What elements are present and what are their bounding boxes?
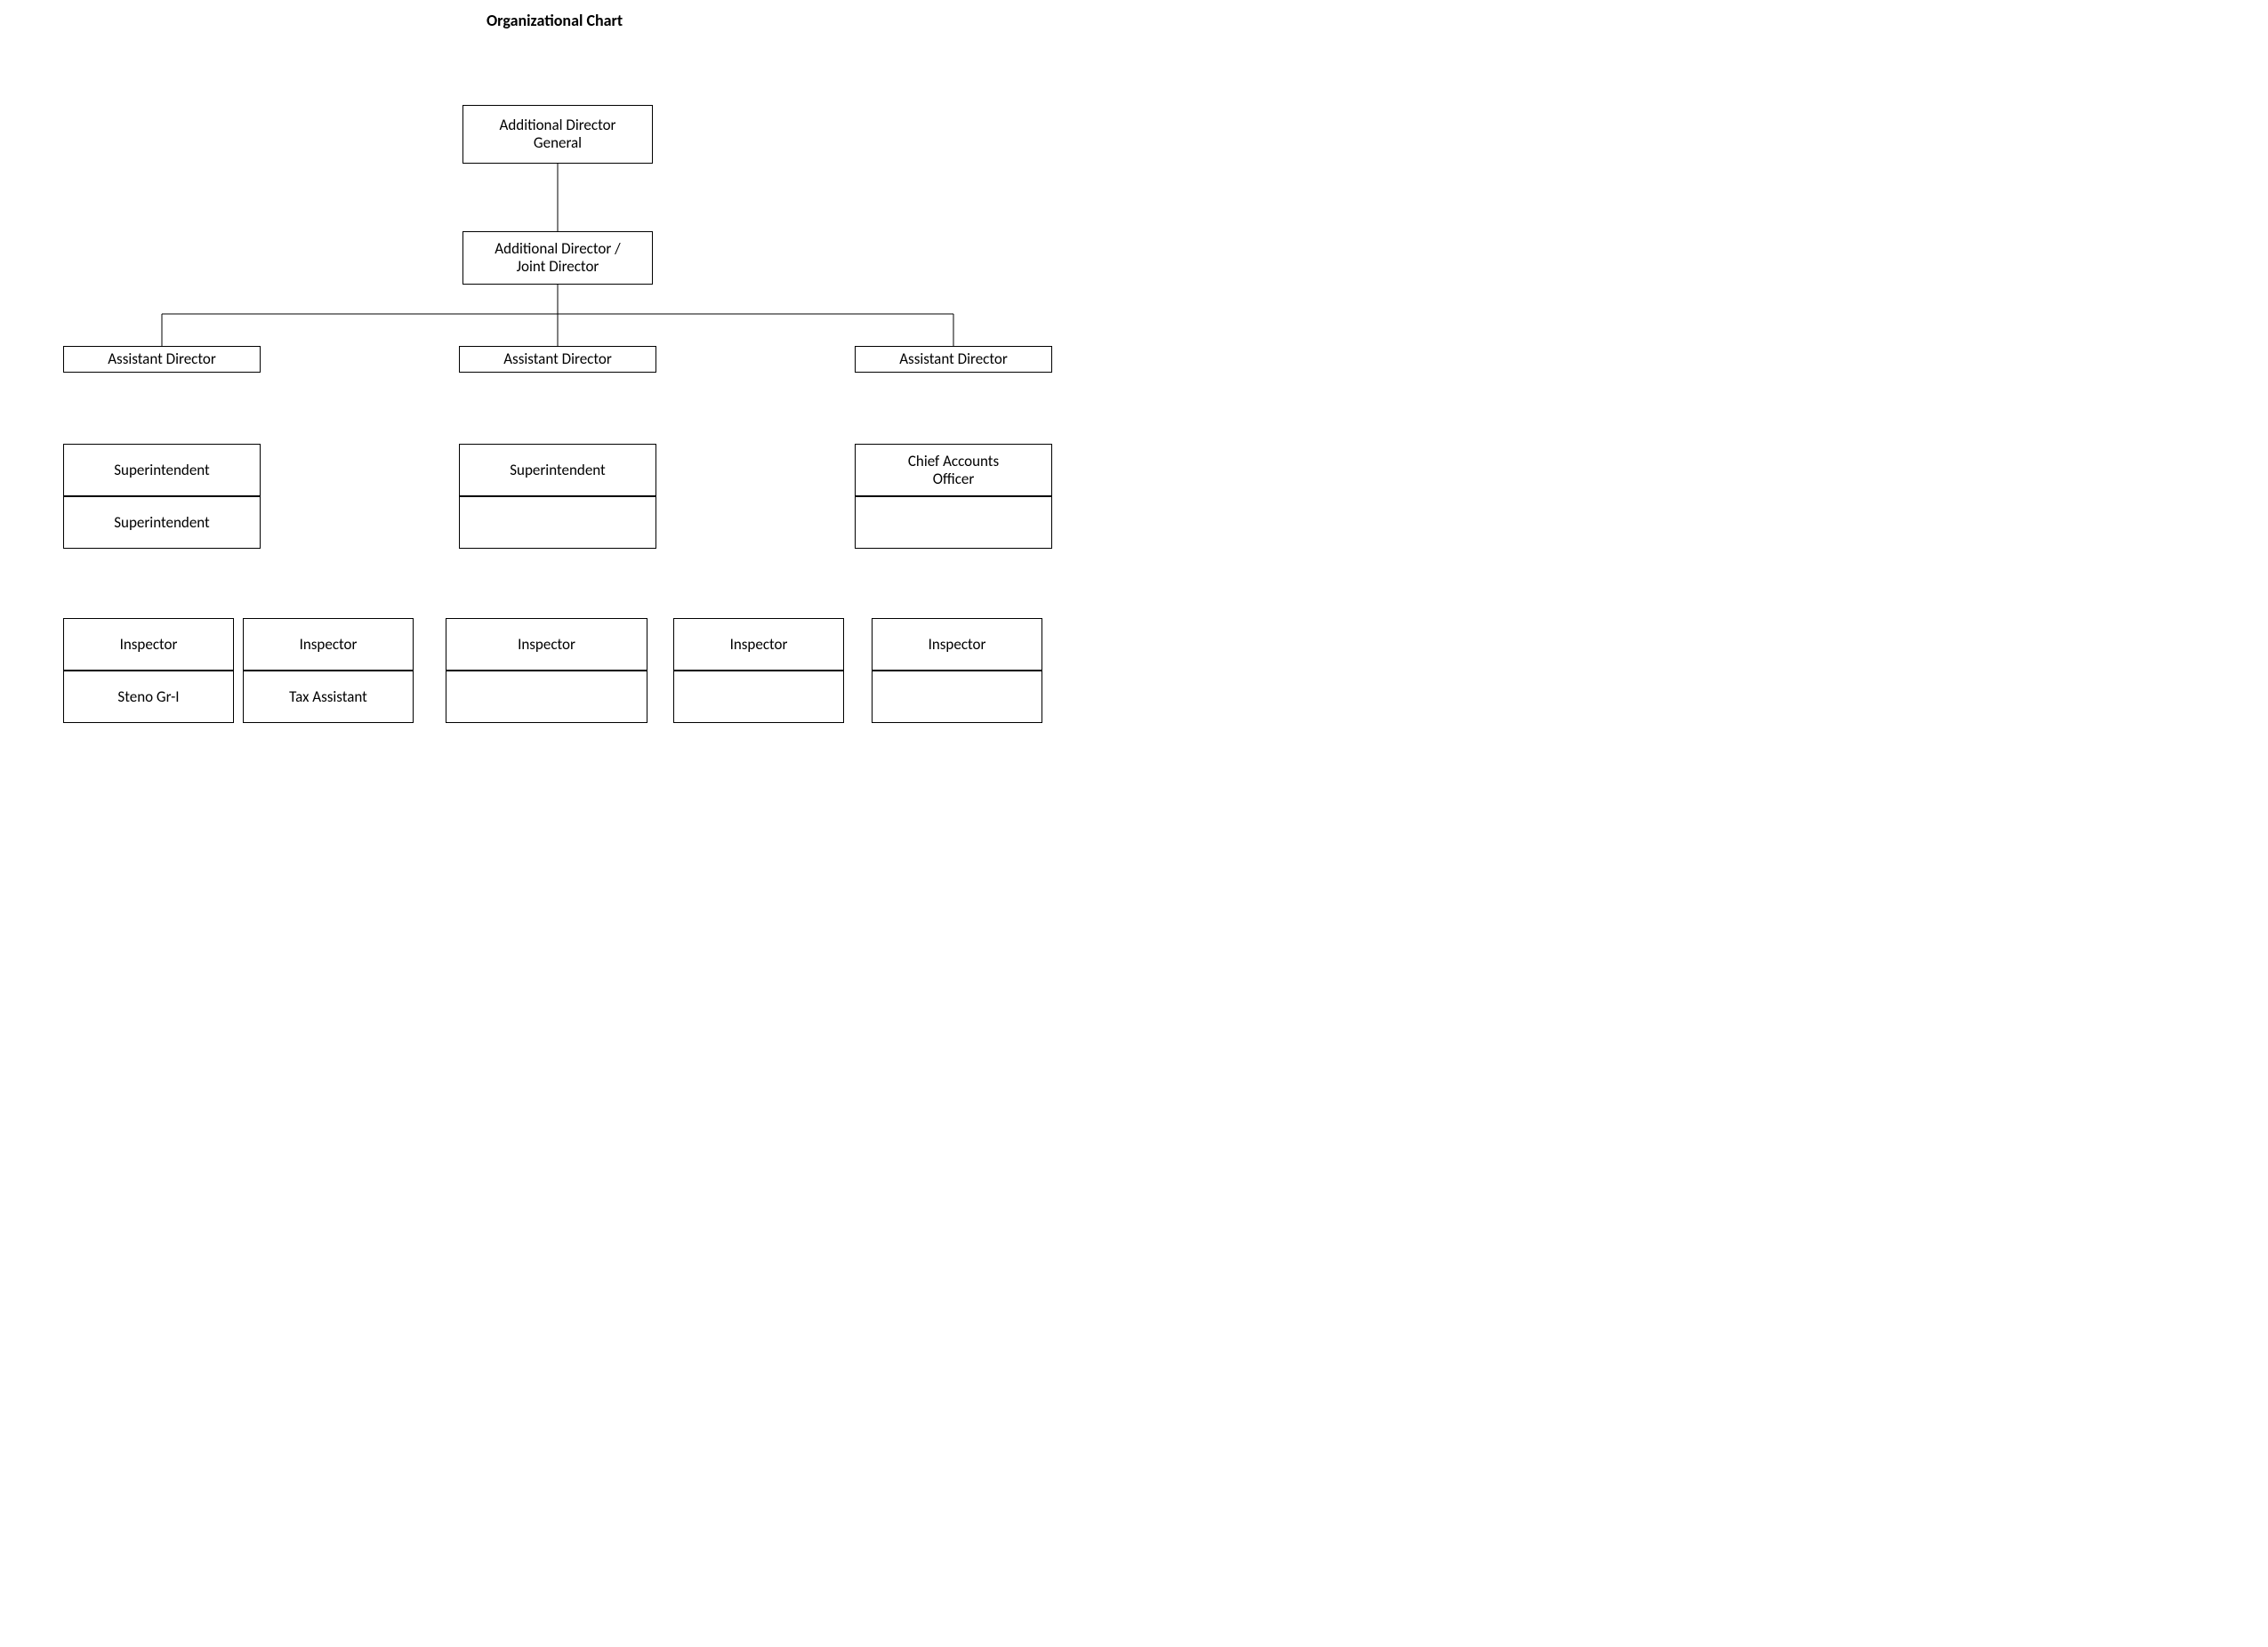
org-node: Additional Director /Joint Director — [462, 231, 653, 285]
org-node: Inspector — [63, 618, 234, 671]
org-node: Assistant Director — [459, 346, 656, 373]
org-node: Steno Gr-I — [63, 671, 234, 723]
org-node: Inspector — [673, 618, 844, 671]
org-node — [855, 496, 1052, 549]
org-node — [446, 671, 647, 723]
org-node: Assistant Director — [855, 346, 1052, 373]
org-chart: Organizational Chart Additional Director… — [0, 0, 1134, 824]
org-node: Tax Assistant — [243, 671, 414, 723]
org-node — [459, 496, 656, 549]
org-node: Superintendent — [63, 444, 261, 496]
org-node: Additional DirectorGeneral — [462, 105, 653, 164]
org-node: Assistant Director — [63, 346, 261, 373]
org-node: Inspector — [872, 618, 1042, 671]
org-node: Superintendent — [459, 444, 656, 496]
org-node — [673, 671, 844, 723]
org-node — [872, 671, 1042, 723]
org-node: Chief AccountsOfficer — [855, 444, 1052, 496]
org-node: Inspector — [243, 618, 414, 671]
org-node: Superintendent — [63, 496, 261, 549]
org-node: Inspector — [446, 618, 647, 671]
